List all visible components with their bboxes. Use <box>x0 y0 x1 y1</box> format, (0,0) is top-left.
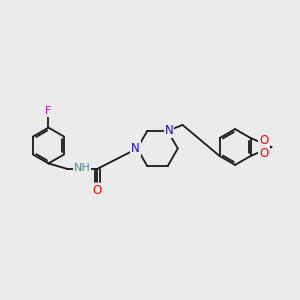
Text: F: F <box>45 106 52 116</box>
Text: N: N <box>165 124 173 137</box>
Text: O: O <box>260 134 269 147</box>
Text: O: O <box>260 147 269 160</box>
Text: O: O <box>93 184 102 197</box>
Text: N: N <box>131 142 140 155</box>
Text: NH: NH <box>74 163 90 172</box>
